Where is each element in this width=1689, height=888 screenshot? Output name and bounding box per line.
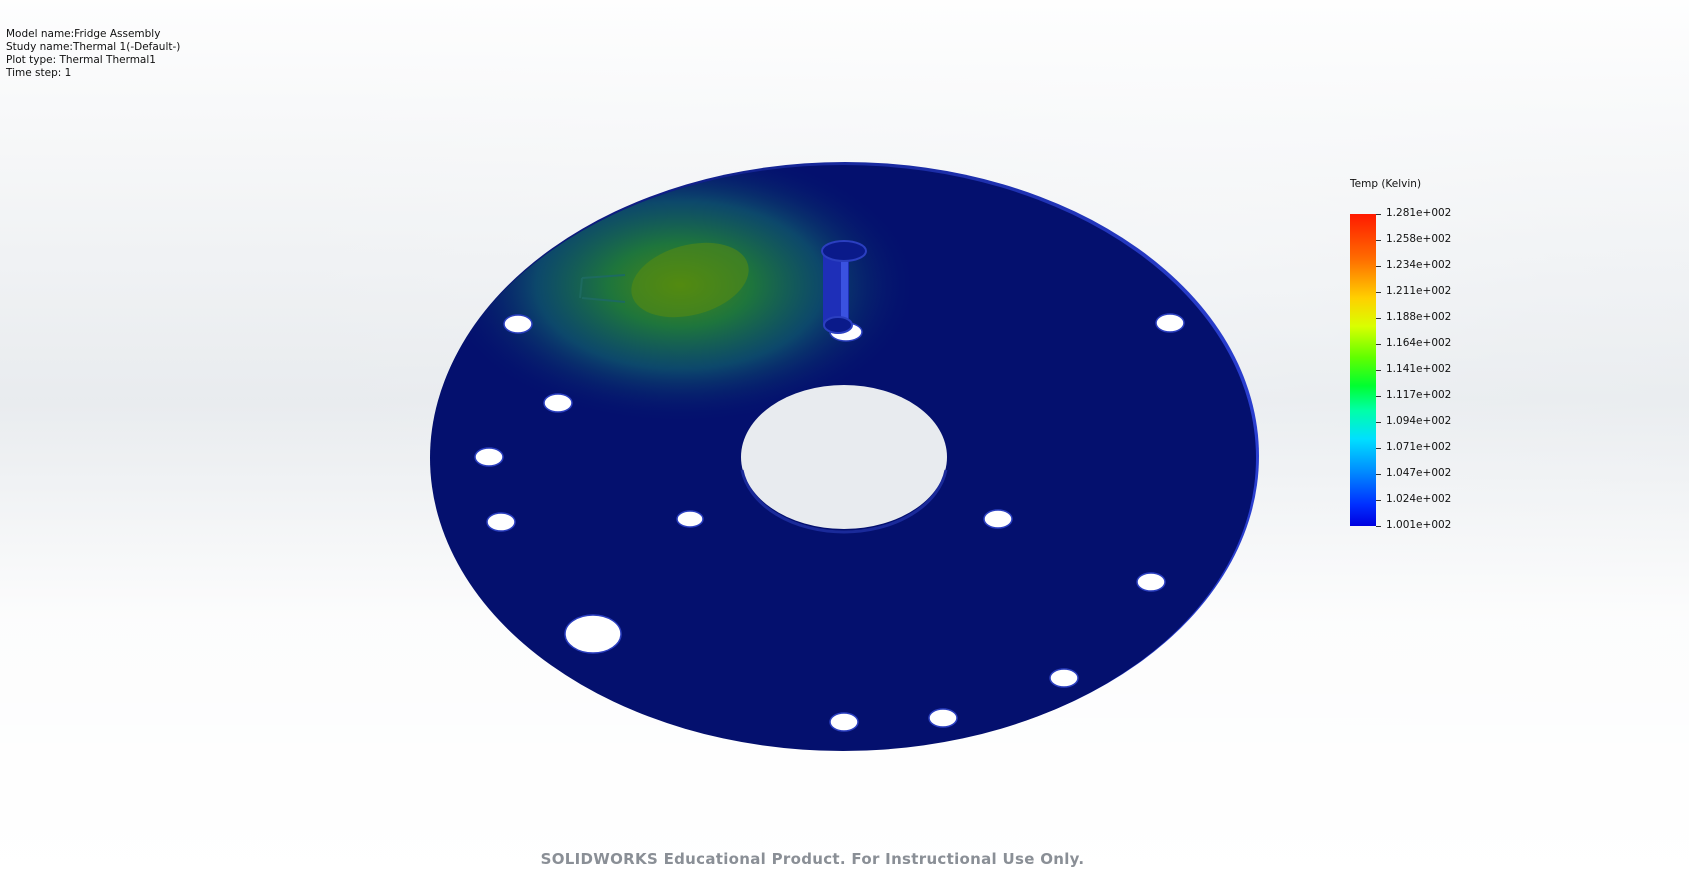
mount-hole bbox=[829, 712, 859, 732]
legend-tick: 1.258e+002 bbox=[1376, 233, 1496, 246]
mount-hole bbox=[983, 509, 1013, 529]
legend-tick-label: 1.281e+002 bbox=[1386, 207, 1452, 219]
legend-color-bar bbox=[1350, 214, 1376, 526]
mount-hole bbox=[486, 512, 516, 532]
legend-tick: 1.117e+002 bbox=[1376, 389, 1496, 402]
legend-tick: 1.024e+002 bbox=[1376, 493, 1496, 506]
legend-tick-label: 1.024e+002 bbox=[1386, 493, 1452, 505]
legend-tick-mark bbox=[1376, 318, 1381, 319]
legend-tick-mark bbox=[1376, 500, 1381, 501]
mount-hole bbox=[474, 447, 504, 467]
legend-tick-mark bbox=[1376, 240, 1381, 241]
legend-tick-label: 1.164e+002 bbox=[1386, 337, 1452, 349]
legend-tick-mark bbox=[1376, 448, 1381, 449]
legend-tick-mark bbox=[1376, 266, 1381, 267]
mount-hole bbox=[676, 510, 704, 528]
legend-tick: 1.094e+002 bbox=[1376, 415, 1496, 428]
legend-tick-label: 1.258e+002 bbox=[1386, 233, 1452, 245]
legend-tick-mark bbox=[1376, 370, 1381, 371]
mount-hole bbox=[1049, 668, 1079, 688]
legend-tick-label: 1.188e+002 bbox=[1386, 311, 1452, 323]
legend-tick: 1.071e+002 bbox=[1376, 441, 1496, 454]
legend-tick-mark bbox=[1376, 396, 1381, 397]
legend-tick: 1.281e+002 bbox=[1376, 207, 1496, 220]
legend-tick-label: 1.117e+002 bbox=[1386, 389, 1452, 401]
model-name-text: Model name:Fridge Assembly bbox=[6, 28, 161, 40]
hotspot-core bbox=[631, 242, 749, 318]
mount-hole bbox=[928, 708, 958, 728]
center-hole bbox=[741, 385, 947, 529]
legend-tick-label: 1.211e+002 bbox=[1386, 285, 1452, 297]
legend-tick-label: 1.047e+002 bbox=[1386, 467, 1452, 479]
time-step-text: Time step: 1 bbox=[6, 67, 72, 79]
legend-tick-label: 1.071e+002 bbox=[1386, 441, 1452, 453]
legend-tick-mark bbox=[1376, 526, 1381, 527]
legend-ticks: 1.281e+002 1.258e+002 1.234e+002 1.211e+002… bbox=[1376, 207, 1496, 531]
legend-tick-mark bbox=[1376, 474, 1381, 475]
legend-tick-mark bbox=[1376, 292, 1381, 293]
legend-tick: 1.164e+002 bbox=[1376, 337, 1496, 350]
mount-hole bbox=[1136, 572, 1166, 592]
legend-tick-label: 1.001e+002 bbox=[1386, 519, 1452, 531]
study-name-text: Study name:Thermal 1(-Default-) bbox=[6, 41, 181, 53]
plot-info-block: Model name:Fridge Assembly Study name:Th… bbox=[6, 28, 180, 80]
pipe-fitting[interactable] bbox=[821, 240, 867, 342]
legend-title: Temp (Kelvin) bbox=[1350, 178, 1422, 190]
educational-watermark: SOLIDWORKS Educational Product. For Inst… bbox=[540, 850, 1085, 868]
temperature-legend[interactable]: Temp (Kelvin) 1.281e+002 1.258e+002 1.234e… bbox=[1350, 178, 1500, 538]
legend-tick: 1.188e+002 bbox=[1376, 311, 1496, 324]
legend-tick: 1.001e+002 bbox=[1376, 519, 1496, 532]
mount-bracket bbox=[579, 274, 626, 303]
plot-type-text: Plot type: Thermal Thermal1 bbox=[6, 54, 156, 66]
mount-hole bbox=[503, 314, 533, 334]
legend-tick: 1.234e+002 bbox=[1376, 259, 1496, 272]
large-mount-hole bbox=[564, 614, 622, 654]
legend-tick-label: 1.234e+002 bbox=[1386, 259, 1452, 271]
legend-tick: 1.211e+002 bbox=[1376, 285, 1496, 298]
legend-tick: 1.141e+002 bbox=[1376, 363, 1496, 376]
legend-tick-label: 1.141e+002 bbox=[1386, 363, 1452, 375]
legend-tick-mark bbox=[1376, 344, 1381, 345]
legend-tick-mark bbox=[1376, 214, 1381, 215]
legend-tick-mark bbox=[1376, 422, 1381, 423]
mount-hole bbox=[1155, 313, 1185, 333]
center-hole-rim bbox=[740, 469, 948, 534]
legend-tick: 1.047e+002 bbox=[1376, 467, 1496, 480]
legend-tick-label: 1.094e+002 bbox=[1386, 415, 1452, 427]
mount-hole bbox=[543, 393, 573, 413]
